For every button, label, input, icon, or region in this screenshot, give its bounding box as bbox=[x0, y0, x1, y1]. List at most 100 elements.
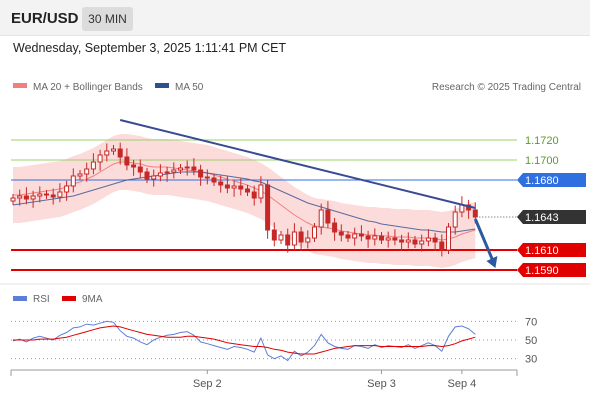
moving-averages bbox=[12, 161, 476, 241]
candle-body bbox=[446, 226, 451, 251]
candle-body bbox=[144, 171, 150, 180]
candle-body bbox=[104, 150, 110, 156]
candle-body bbox=[191, 166, 197, 171]
candle-body bbox=[439, 241, 445, 251]
pivot-tag-1-1680 bbox=[517, 173, 586, 187]
current-price-tag bbox=[517, 210, 586, 224]
support-tag-1-1610 bbox=[517, 243, 586, 257]
rsi-legend: RSI 9MA bbox=[13, 294, 103, 305]
candle-body bbox=[211, 177, 217, 183]
candle-body bbox=[37, 193, 43, 197]
candle-body bbox=[399, 239, 405, 243]
forecast-arrow-shaft bbox=[473, 218, 495, 263]
pivot-label-1-1680: 1.1680 bbox=[525, 175, 559, 187]
candle-body bbox=[23, 195, 29, 200]
candle-body bbox=[385, 237, 391, 241]
price-levels bbox=[11, 139, 517, 271]
main-legend: MA 20 + Bollinger Bands MA 50 bbox=[13, 82, 204, 93]
candle-body bbox=[131, 164, 137, 168]
legend-label-ma50: MA 50 bbox=[175, 82, 204, 93]
candle-body bbox=[425, 237, 431, 242]
bollinger-band bbox=[13, 134, 476, 268]
level-tags: 1.1720 1.1700 1.1680 1.1643 1.1610 1.1590 bbox=[517, 135, 586, 277]
candle-body bbox=[50, 194, 56, 198]
resistance-label-1-1720: 1.1720 bbox=[525, 135, 559, 147]
support-label-1-1610: 1.1610 bbox=[525, 245, 559, 257]
candle-body bbox=[77, 173, 83, 177]
candle-body bbox=[285, 234, 291, 246]
candle-body bbox=[184, 166, 190, 169]
candle-body bbox=[57, 191, 63, 198]
candle-body bbox=[84, 168, 90, 175]
legend-swatch-bollinger bbox=[13, 83, 27, 88]
rsi-tick-label-50: 50 bbox=[525, 335, 537, 347]
candle-body bbox=[218, 181, 224, 186]
candle-body bbox=[312, 226, 317, 239]
candle-body bbox=[64, 185, 70, 193]
candle-body bbox=[452, 211, 458, 228]
x-axis: Sep 2 Sep 3 Sep 4 bbox=[10, 369, 518, 390]
candle-body bbox=[231, 185, 237, 189]
candle-body bbox=[245, 188, 250, 193]
candle-body bbox=[298, 231, 304, 243]
candle-body bbox=[97, 154, 103, 163]
candle-body bbox=[271, 229, 277, 241]
candle-body bbox=[318, 209, 324, 228]
trendline-layer bbox=[119, 119, 498, 268]
candle-body bbox=[472, 209, 478, 218]
legend-swatch-9ma bbox=[62, 296, 76, 301]
candle-body bbox=[10, 197, 16, 202]
candle-body bbox=[379, 235, 384, 241]
x-axis-label-sep-4: Sep 4 bbox=[448, 378, 477, 390]
candle-body bbox=[137, 166, 143, 173]
candle-body bbox=[372, 235, 378, 240]
current-price-label: 1.1643 bbox=[525, 212, 559, 224]
resistance-label-1-1700: 1.1700 bbox=[525, 155, 559, 167]
candle-body bbox=[70, 175, 76, 187]
candle-body bbox=[325, 209, 331, 224]
legend-swatch-ma50 bbox=[155, 83, 169, 88]
legend-label-9ma: 9MA bbox=[82, 294, 103, 305]
ma50-line bbox=[12, 171, 476, 233]
ma20-line bbox=[13, 161, 476, 241]
candle-body bbox=[171, 169, 177, 173]
candle-body bbox=[365, 235, 371, 240]
top-bar: EUR/USD 30 MIN bbox=[0, 0, 590, 36]
rsi-tick-label-30: 30 bbox=[525, 354, 537, 366]
candle-body bbox=[419, 240, 425, 245]
candle-body bbox=[111, 148, 116, 152]
candle-body bbox=[258, 184, 264, 199]
x-axis-label-sep-2: Sep 2 bbox=[193, 378, 222, 390]
candle-body bbox=[392, 237, 398, 241]
candle-body bbox=[332, 222, 338, 233]
timeframe-button[interactable]: 30 MIN bbox=[82, 7, 133, 31]
candle-body bbox=[224, 184, 230, 189]
support-label-1-1590: 1.1590 bbox=[525, 265, 559, 277]
bollinger-band-area bbox=[13, 134, 476, 268]
candle-body bbox=[238, 185, 244, 190]
candle-body bbox=[124, 156, 130, 166]
chart-datetime: Wednesday, September 3, 2025 1:11:41 PM … bbox=[13, 41, 287, 55]
forecast-arrow-head bbox=[486, 256, 498, 268]
candle-body bbox=[305, 237, 311, 243]
candle-body bbox=[44, 193, 49, 196]
candle-body bbox=[345, 234, 351, 239]
candle-body bbox=[405, 239, 411, 243]
candle-body bbox=[204, 176, 210, 179]
legend-swatch-rsi bbox=[13, 296, 27, 301]
rsi-pane: 70 50 30 bbox=[11, 316, 537, 366]
rsi-tick-label-70: 70 bbox=[525, 316, 537, 328]
legend-label-rsi: RSI bbox=[33, 294, 50, 305]
candle-body bbox=[338, 231, 344, 236]
downtrend-line bbox=[119, 119, 476, 209]
candle-body bbox=[251, 191, 257, 199]
candle-body bbox=[291, 231, 297, 246]
candle-body bbox=[17, 195, 23, 199]
candle-body bbox=[157, 172, 163, 177]
price-candles bbox=[10, 142, 478, 257]
symbol-label: EUR/USD bbox=[11, 10, 79, 27]
watermark-text: Research © 2025 Trading Central bbox=[432, 82, 581, 93]
candle-body bbox=[432, 237, 438, 243]
candle-body bbox=[352, 233, 358, 239]
